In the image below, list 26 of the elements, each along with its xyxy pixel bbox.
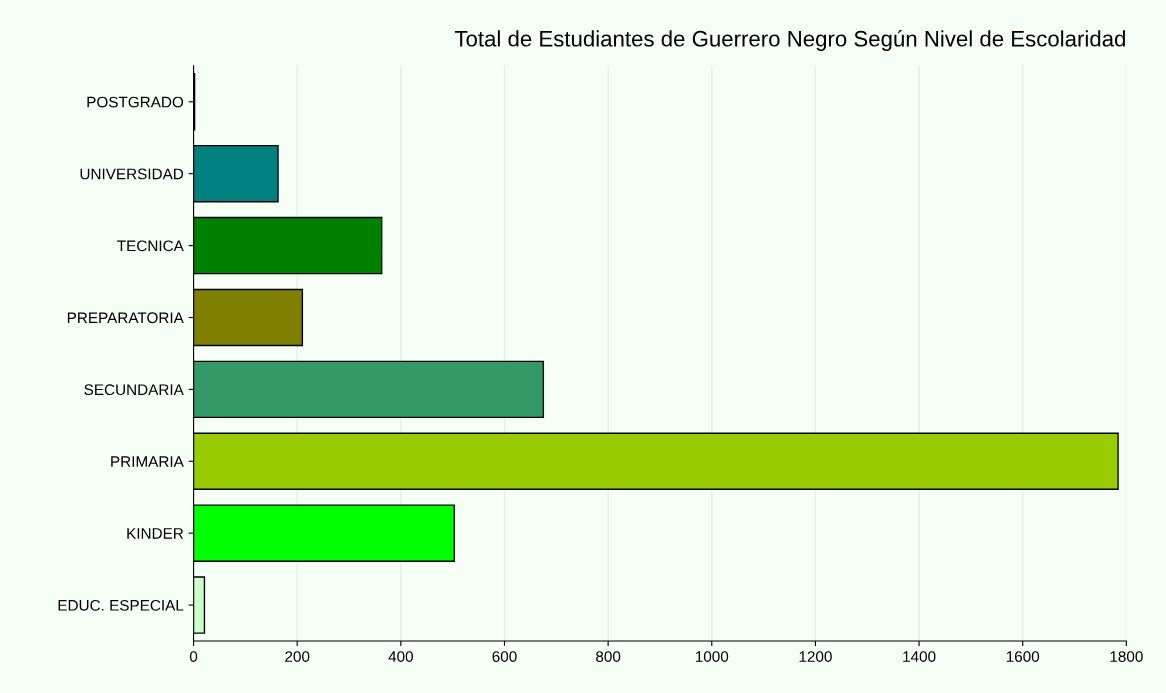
x-tick-label: 0 [189,651,198,662]
x-tick-label: 800 [596,651,621,662]
bar [193,432,1119,491]
x-tick-label: 1600 [1006,651,1040,662]
x-tick-label: 400 [388,651,413,662]
x-tick-label: 1000 [695,651,729,662]
x-tick-label: 200 [285,651,310,662]
x-tick-label: 600 [492,651,517,662]
bar [193,216,383,275]
y-tick-label: POSTGRADO [87,96,184,108]
x-tick-label: 1400 [903,651,936,662]
bar [193,504,455,562]
y-tick-label: PRIMARIA [111,456,184,467]
y-tick-label: UNIVERSIDAD [80,168,184,180]
y-tick-label: EDUC. ESPECIAL [58,599,184,611]
y-tick-label: TECNICA [117,240,184,252]
y-tick-label: PREPARATORIA [67,312,184,324]
bar [193,576,206,634]
bar [193,288,304,347]
x-tick-label: 1200 [799,651,832,662]
x-tick-label: 1800 [1110,651,1143,662]
bar [193,360,545,419]
chart-title: Total de Estudiantes de Guerrero Negro Según Nivel de Escolaridad [454,30,1125,51]
y-tick-label: SECUNDARIA [84,384,184,396]
bar [193,144,279,203]
y-tick-label: KINDER [127,528,184,539]
